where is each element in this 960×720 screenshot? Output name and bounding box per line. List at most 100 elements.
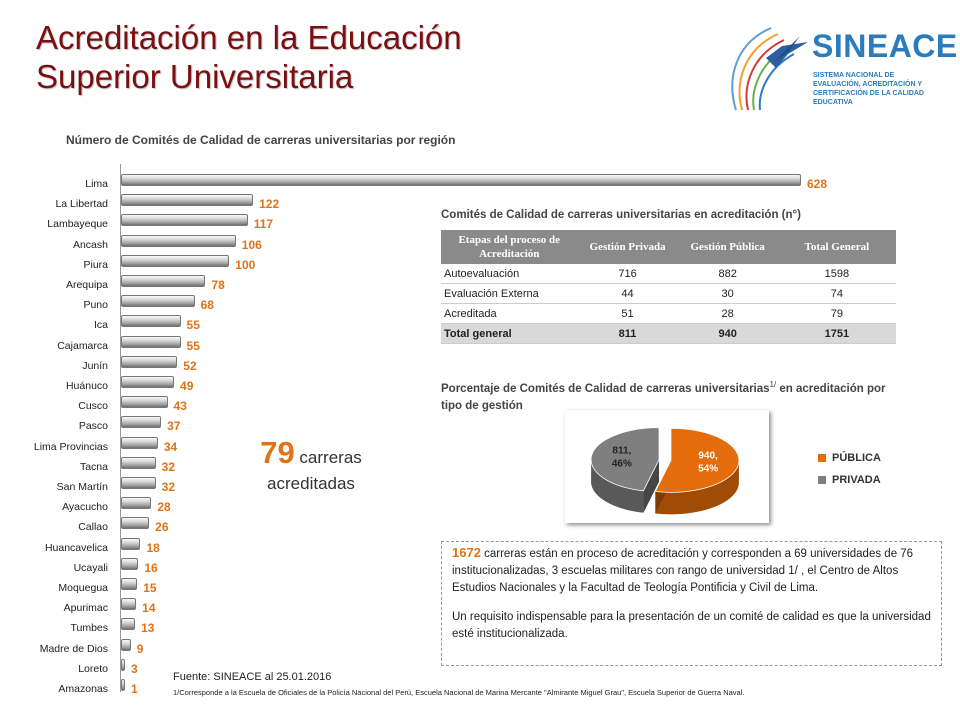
accredited-count: 79 <box>260 435 295 470</box>
legend-swatch <box>818 454 826 462</box>
bar <box>121 214 248 227</box>
pie-data-label: 811, 46% <box>612 446 632 470</box>
pie-slice-privada <box>590 427 660 513</box>
bar-category-label: Puno <box>83 299 108 312</box>
table-row: Autoevaluación 716 882 1598 <box>441 264 896 284</box>
accreditation-table: Etapas del proceso de Acreditación Gesti… <box>441 230 896 344</box>
bar-value-label: 32 <box>161 480 175 494</box>
bar <box>121 456 156 469</box>
pie-legend: PÚBLICA PRIVADA <box>818 452 881 496</box>
footnote: 1/Corresponde a la Escuela de Oficiales … <box>173 688 745 697</box>
bar-category-label: Piura <box>83 258 108 271</box>
bar-value-label: 78 <box>211 278 225 292</box>
table-cell: 1598 <box>777 264 896 284</box>
bar <box>121 618 136 631</box>
pie-chart-frame: 940, 54% 811, 46% <box>565 410 769 523</box>
sineace-logo: SINEACE SISTEMA NACIONAL DE EVALUACIÓN, … <box>716 18 957 118</box>
legend-label: PÚBLICA <box>832 452 881 464</box>
bar <box>121 254 230 267</box>
accredited-word1: carreras <box>299 448 362 467</box>
pie-title-end: en acreditación por tipo de gestión <box>441 382 886 412</box>
table-cell: 882 <box>677 264 778 284</box>
bar <box>121 658 125 671</box>
bar-value-label: 9 <box>136 641 144 656</box>
col-header: Total General <box>777 230 896 264</box>
bar-value-label: 3 <box>131 661 138 676</box>
table-cell: 44 <box>577 283 678 304</box>
bar-value-label: 34 <box>163 439 178 454</box>
table-cell: 716 <box>577 264 678 284</box>
pie-data-label: 940, 54% <box>698 450 718 474</box>
bar-value-label: 15 <box>143 581 157 595</box>
logo-name: SINEACE <box>812 28 958 64</box>
table-cell: 30 <box>677 283 778 304</box>
bar-category-label: Ucayali <box>73 561 108 574</box>
region-bar-chart: Lima 628 La Libertad 122 Lambayeque 117 Ancash… <box>0 160 827 700</box>
bar-category-label: Tacna <box>79 460 108 473</box>
bar <box>121 174 801 186</box>
bar-category-label: Lambayeque <box>47 218 108 231</box>
bar-value-label: 26 <box>155 520 169 535</box>
table-total-row: Total general 811 940 1751 <box>441 323 896 344</box>
table-header-row: Etapas del proceso de Acreditación Gesti… <box>441 230 896 264</box>
bar <box>121 477 156 489</box>
accredited-highlight: 79 carreras acreditadas <box>246 437 376 497</box>
bar <box>121 436 158 449</box>
bar-category-label: Ica <box>93 319 108 332</box>
bar-value-label: 28 <box>157 500 171 515</box>
bar-value-label: 43 <box>173 399 187 414</box>
pie-chart-title: Porcentaje de Comités de Calidad de carr… <box>441 376 901 415</box>
bar <box>121 416 162 429</box>
pie-slice-top <box>590 427 660 492</box>
bar-value-label: 13 <box>141 621 155 636</box>
legend-item-privada: PRIVADA <box>818 474 881 486</box>
bar-chart-axis <box>120 164 121 692</box>
table-cell: 28 <box>677 303 778 324</box>
bar-category-label: Ayacucho <box>62 501 108 514</box>
bar <box>121 578 138 590</box>
col-header: Gestión Privada <box>577 230 678 264</box>
bar <box>121 598 137 611</box>
pie-slice-side <box>591 458 644 513</box>
bar-value-label: 52 <box>183 358 197 373</box>
bar-category-label: Lima <box>85 178 108 190</box>
table-cell: Total general <box>441 323 578 344</box>
bar-category-label: Huánuco <box>65 380 108 392</box>
info-text-1: carreras están en proceso de acreditació… <box>452 548 914 594</box>
pie-slice-publica <box>654 427 740 515</box>
bar-chart-title: Número de Comités de Calidad de carreras… <box>66 133 456 147</box>
table-cell: 940 <box>677 323 778 344</box>
table-cell: 1751 <box>777 323 896 344</box>
pie-title-main: Porcentaje de Comités de Calidad de carr… <box>441 382 770 395</box>
bar <box>121 396 168 409</box>
logo-subtitle: SISTEMA NACIONAL DE EVALUACIÓN, ACREDITA… <box>813 72 924 106</box>
bar-category-label: Lima Provincias <box>33 440 108 453</box>
bar <box>121 638 131 651</box>
bar-value-label: 106 <box>241 237 262 252</box>
pie-slice-face <box>643 459 660 513</box>
bar <box>121 376 175 388</box>
info-paragraph-1: 1672 carreras están en proceso de acredi… <box>452 544 931 597</box>
info-number: 1672 <box>452 545 481 560</box>
bar <box>121 679 125 691</box>
bar-category-label: Ancash <box>72 238 108 251</box>
accredited-word2: acreditadas <box>267 474 355 493</box>
bar-value-label: 100 <box>235 257 256 272</box>
bar <box>121 497 152 510</box>
pie-slice-side <box>655 461 739 515</box>
legend-swatch <box>818 476 826 484</box>
bar <box>121 275 206 287</box>
bird-icon <box>731 27 808 111</box>
bar <box>121 557 139 570</box>
bar <box>121 295 195 308</box>
table-cell: Autoevaluación <box>441 264 578 284</box>
table-row: Acreditada 51 28 79 <box>441 303 896 324</box>
pie-chart: 940, 54% 811, 46% <box>590 427 740 515</box>
legend-label: PRIVADA <box>832 474 881 486</box>
pie-slice-top <box>654 427 740 493</box>
bar-value-label: 16 <box>144 560 158 575</box>
bar-value-label: 68 <box>200 298 214 313</box>
bar-category-label: Loreto <box>78 662 108 675</box>
bar-category-label: Apurimac <box>63 602 108 615</box>
bar <box>121 355 178 368</box>
